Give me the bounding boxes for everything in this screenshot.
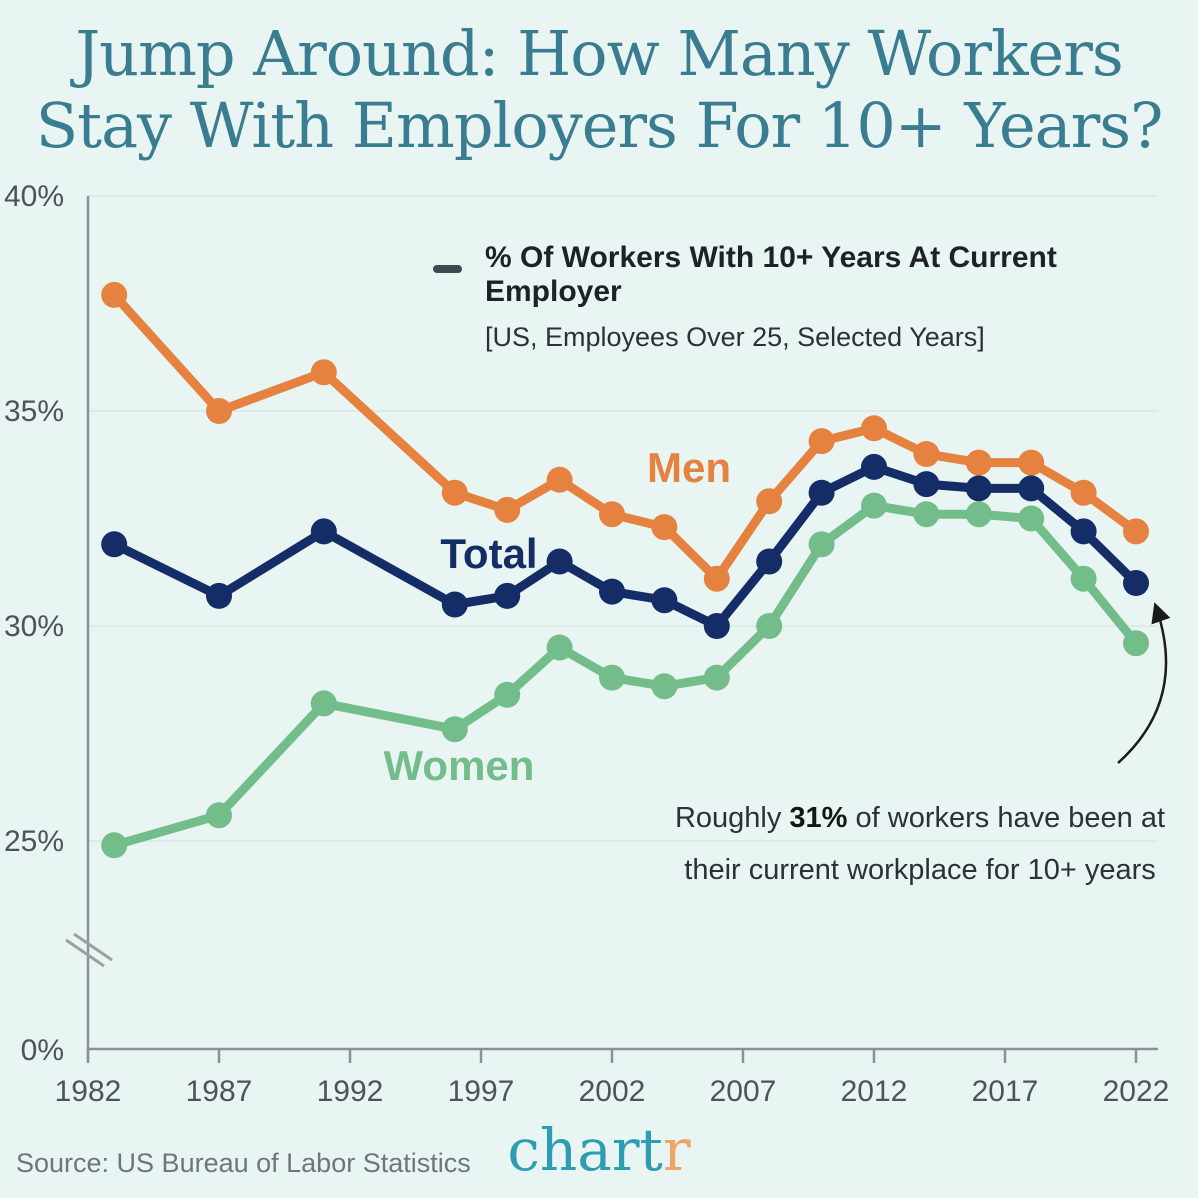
series-total (101, 453, 1149, 639)
annotation-prefix: Roughly (674, 802, 790, 834)
annotation-arrow (1117, 602, 1171, 764)
annotation-highlight: 31% (789, 802, 848, 834)
annotation-suffix: of workers have been at (847, 802, 1166, 834)
chartr-logo: chartr (0, 1116, 1198, 1184)
svg-text:1982: 1982 (55, 1075, 122, 1108)
svg-text:2007: 2007 (710, 1075, 777, 1108)
annotation-note: Roughly 31% of workers have been at thei… (652, 792, 1188, 896)
svg-text:1992: 1992 (317, 1075, 384, 1108)
x-axis-labels: 1982 1987 1992 1997 2002 2007 2012 2017 2022 (55, 1075, 1170, 1108)
gridlines (88, 195, 1158, 842)
y-axis-break-icon (65, 932, 113, 968)
svg-text:Women: Women (384, 742, 535, 789)
chart-title: Jump Around: How Many Workers Stay With … (0, 18, 1198, 162)
legend-text-block: % Of Workers With 10+ Years At Current E… (485, 241, 1198, 353)
svg-text:40%: 40% (4, 180, 64, 213)
svg-text:Men: Men (647, 444, 731, 491)
svg-text:1997: 1997 (448, 1075, 515, 1108)
series-label-women: Women (384, 742, 535, 789)
legend-subtitle: [US, Employees Over 25, Selected Years] (485, 322, 985, 352)
svg-text:1987: 1987 (186, 1075, 253, 1108)
title-line-2: Stay With Employers For 10+ Years? (35, 88, 1164, 162)
chartr-logo-main: chart (507, 1116, 663, 1184)
series-women (101, 492, 1149, 859)
svg-text:0%: 0% (21, 1034, 64, 1067)
svg-text:35%: 35% (4, 395, 64, 428)
svg-text:25%: 25% (4, 825, 64, 858)
legend-title: % Of Workers With 10+ Years At Current E… (485, 241, 1057, 308)
title-line-1: Jump Around: How Many Workers (75, 17, 1123, 90)
chart-legend: % Of Workers With 10+ Years At Current E… (433, 241, 1198, 353)
annotation-line-2: their current workplace for 10+ years (684, 854, 1156, 887)
series-men (101, 281, 1149, 592)
series-label-total: Total (440, 530, 537, 577)
svg-text:2017: 2017 (972, 1075, 1039, 1108)
chartr-logo-accent: r (662, 1116, 691, 1184)
axes (86, 196, 1158, 1063)
svg-text:30%: 30% (4, 610, 64, 643)
svg-text:2012: 2012 (841, 1075, 908, 1108)
legend-line-swatch-icon (433, 265, 462, 273)
svg-text:2002: 2002 (579, 1075, 646, 1108)
source-note: Source: US Bureau of Labor Statistics (16, 1148, 471, 1178)
series-label-men: Men (647, 444, 731, 491)
svg-text:Total: Total (440, 530, 537, 577)
y-axis-labels: 40% 35% 30% 25% 0% (4, 180, 64, 1067)
svg-text:2022: 2022 (1103, 1075, 1170, 1108)
